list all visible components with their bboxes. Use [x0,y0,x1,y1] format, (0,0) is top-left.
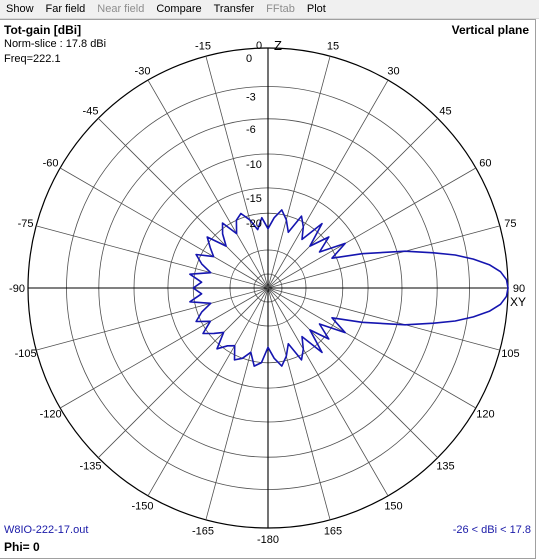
angle-label: -135 [79,461,101,473]
menu-show[interactable]: Show [6,3,34,15]
radial-spoke [98,287,269,458]
menu-bar: Show Far field Near field Compare Transf… [0,0,539,19]
angle-label: 15 [327,41,339,53]
menu-fftab[interactable]: FFtab [266,3,295,15]
menu-far-field[interactable]: Far field [45,3,86,15]
radial-spoke [267,79,389,289]
angle-label: 105 [501,348,519,360]
angle-label: -180 [257,534,279,546]
ring-label: -15 [246,193,262,205]
radial-spoke [267,56,331,289]
gain-range: -26 < dBi < 17.8 [452,524,531,536]
ring-label: 0 [246,53,252,65]
polar-grid [27,47,509,529]
radial-spoke [98,118,269,289]
axis-xy-label: XY [510,295,526,309]
radial-spoke [36,225,269,289]
radial-spoke [267,287,438,458]
radial-spoke [267,287,477,409]
radial-spoke [59,167,269,289]
angle-label: -15 [195,41,211,53]
angle-label: -30 [135,66,151,78]
gain-pattern [189,209,509,367]
angle-label: 90 [513,283,525,295]
angle-label: -120 [40,409,62,421]
radial-spoke [267,225,500,289]
radial-spoke [267,118,438,289]
gain-curve [189,209,509,367]
angle-label: -90 [9,283,25,295]
angle-label: 135 [436,461,454,473]
angle-label: 60 [479,158,491,170]
angle-label: -75 [18,218,34,230]
radial-spoke [267,287,389,497]
angle-label: 120 [476,409,494,421]
radial-spoke [147,287,269,497]
plot-title: Tot-gain [dBi] [4,23,82,37]
angle-label: 150 [384,500,402,512]
radial-spoke [36,287,269,351]
menu-plot[interactable]: Plot [306,3,326,15]
radial-spoke [147,79,269,289]
radial-spoke [59,287,269,409]
menu-near-field[interactable]: Near field [97,3,145,15]
angle-label: 0 [256,40,262,52]
angle-label: 45 [439,106,451,118]
angle-label: 30 [387,66,399,78]
ring-label: -20 [246,218,262,230]
norm-slice: Norm-slice : 17.8 dBi [4,38,107,50]
ring-label: -10 [246,159,262,171]
angle-label: -45 [83,106,99,118]
polar-labels: 0 153045607590105120135150165-180-165-150… [9,38,526,546]
radial-spoke [267,287,331,520]
axis-z-label: Z [274,38,282,53]
angle-label: -60 [43,158,59,170]
phi-value: Phi= 0 [4,540,40,554]
radial-spoke [267,167,477,289]
radial-spoke [267,287,500,351]
angle-label: -165 [192,525,214,537]
ring-label: -6 [246,124,256,136]
angle-label: 75 [504,218,516,230]
radial-spoke [205,287,269,520]
ring-label: -3 [246,92,256,104]
radial-spoke [205,56,269,289]
frequency: Freq=222.1 [4,53,61,65]
angle-label: -150 [131,500,153,512]
file-name: W8IO-222-17.out [4,524,89,536]
angle-label: 165 [324,525,342,537]
menu-transfer[interactable]: Transfer [213,3,255,15]
angle-label: -105 [15,348,37,360]
plane-label: Vertical plane [451,23,529,37]
menu-compare[interactable]: Compare [156,3,202,15]
